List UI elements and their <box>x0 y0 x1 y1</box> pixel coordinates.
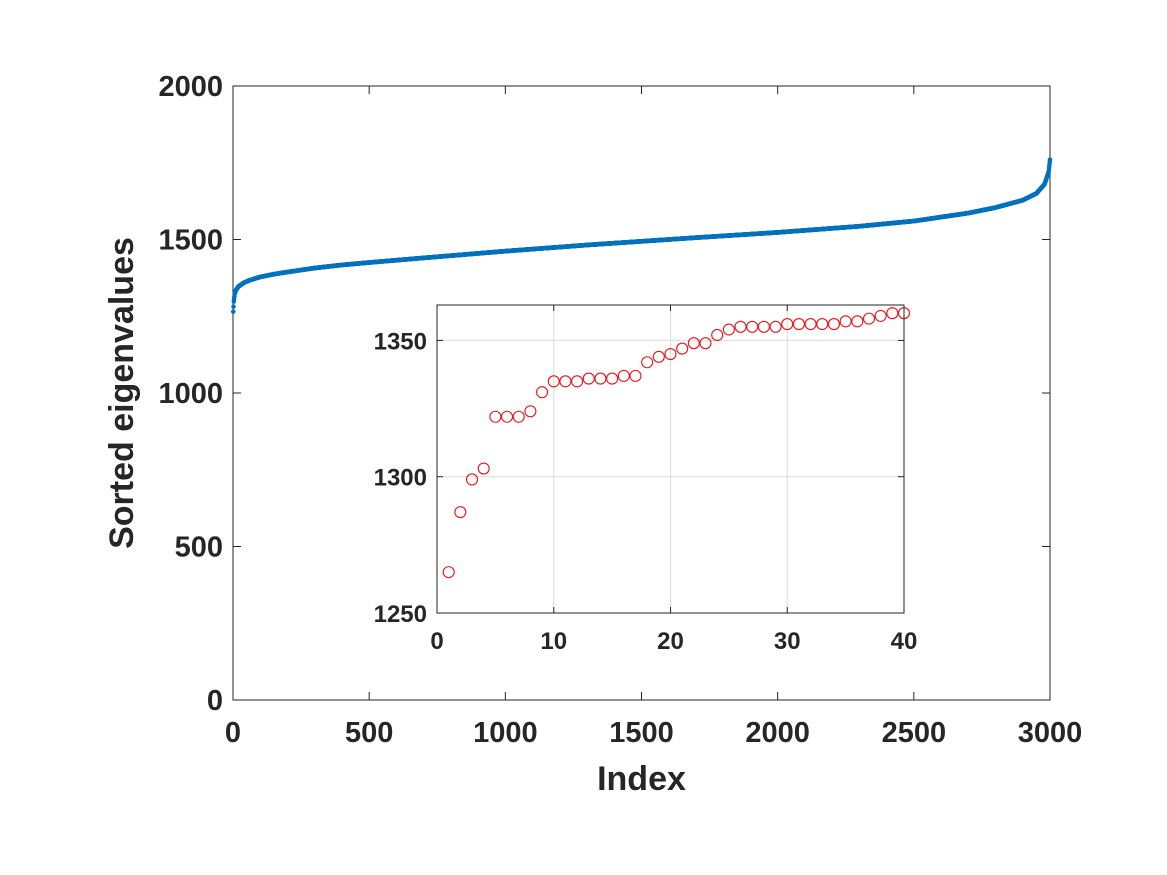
inset-data-point <box>816 318 829 331</box>
inset-data-point <box>641 356 654 369</box>
main-x-tick-label: 0 <box>225 717 241 749</box>
inset-data-point <box>489 410 502 423</box>
inset-data-point <box>629 369 642 382</box>
inset-data-point <box>874 309 887 322</box>
main-x-tick-label: 2000 <box>745 717 810 749</box>
inset-data-point <box>512 410 525 423</box>
inset-data-point <box>792 318 805 331</box>
x-axis-title: Index <box>597 760 686 798</box>
inset-data-point <box>536 386 549 399</box>
main-y-tick-label: 2000 <box>158 71 223 103</box>
inset-y-tick-label: 1300 <box>374 465 427 492</box>
inset-data-point <box>862 312 876 325</box>
main-y-tick-label: 500 <box>175 532 223 564</box>
inset-data-point <box>711 328 724 342</box>
main-y-tick-label: 1500 <box>158 225 223 257</box>
main-x-tick-label: 500 <box>345 717 393 749</box>
inset-data-point <box>746 320 759 333</box>
inset-data-point <box>734 320 747 333</box>
inset-data-point <box>477 462 490 475</box>
main-y-tick-label: 0 <box>207 685 223 717</box>
inset-data-point <box>722 323 735 336</box>
inset-grid <box>437 305 904 613</box>
main-x-tick-label: 3000 <box>1018 717 1083 749</box>
inset-data-series <box>442 307 911 579</box>
inset-data-point <box>559 375 572 388</box>
inset-data-point <box>594 372 607 385</box>
inset-data-point <box>676 342 689 355</box>
inset-axes: 0 10 20 30 40 1250 1300 1350 <box>374 304 917 655</box>
main-x-tick-label: 1500 <box>609 717 674 749</box>
main-data-point <box>230 309 236 314</box>
inset-data-point <box>571 375 584 388</box>
main-x-tick-label: 2500 <box>882 717 947 749</box>
main-data-point <box>1047 157 1053 162</box>
inset-y-ticks: 1250 1300 1350 <box>374 328 904 628</box>
inset-x-tick-label: 10 <box>540 628 567 655</box>
inset-data-point <box>827 318 841 331</box>
inset-data-point <box>699 337 712 350</box>
main-x-ticks: 0 500 1000 1500 2000 2500 3000 <box>225 86 1082 749</box>
inset-y-tick-label: 1250 <box>374 601 427 628</box>
inset-data-point <box>652 350 665 363</box>
y-axis-title: Sorted eigenvalues <box>103 237 141 549</box>
main-x-tick-label: 1000 <box>473 717 538 749</box>
inset-data-point <box>781 318 794 331</box>
inset-data-point <box>547 375 560 388</box>
inset-data-point <box>465 473 479 486</box>
inset-x-ticks: 0 10 20 30 40 <box>430 305 917 655</box>
inset-data-point <box>454 506 467 519</box>
inset-x-tick-label: 30 <box>774 628 801 655</box>
main-data-point <box>231 304 236 309</box>
inset-frame <box>436 304 905 614</box>
main-y-tick-label: 1000 <box>158 378 223 410</box>
inset-y-tick-label: 1350 <box>374 328 427 355</box>
inset-x-tick-label: 20 <box>657 628 684 655</box>
inset-data-point <box>500 410 514 423</box>
inset-data-point <box>442 566 455 579</box>
inset-data-point <box>839 315 852 328</box>
main-y-ticks: 0 500 1000 1500 2000 <box>158 71 1050 717</box>
inset-x-tick-label: 40 <box>891 628 918 655</box>
inset-data-point <box>886 307 899 320</box>
inset-data-point <box>851 315 864 328</box>
inset-data-point <box>804 318 817 331</box>
inset-data-point <box>617 369 630 382</box>
inset-data-point <box>524 405 537 418</box>
inset-data-point <box>582 372 595 385</box>
inset-x-tick-label: 0 <box>430 628 443 655</box>
inset-data-point <box>757 320 770 333</box>
inset-data-point <box>769 320 782 333</box>
inset-data-point <box>664 348 677 361</box>
inset-data-point <box>606 372 619 385</box>
inset-data-point <box>687 337 700 350</box>
main-data-series <box>230 157 1053 314</box>
